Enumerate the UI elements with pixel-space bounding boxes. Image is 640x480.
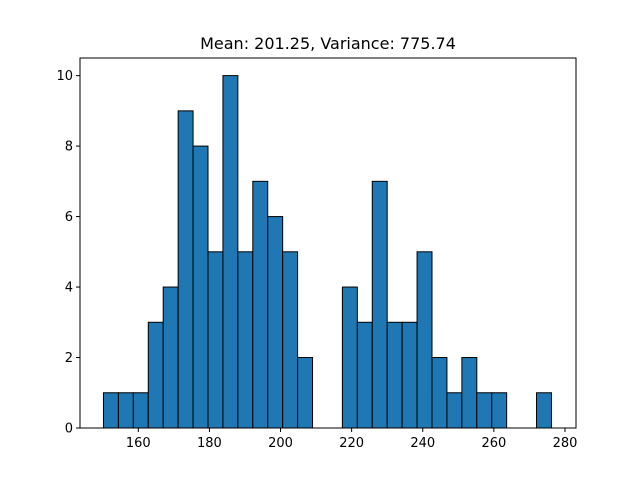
x-tick-label: 240: [410, 436, 435, 451]
bars-group: [102, 75, 552, 429]
histogram-bar: [252, 180, 269, 429]
y-tick-label: 4: [65, 281, 73, 296]
x-tick-label: 180: [197, 436, 222, 451]
x-tick-label: 160: [126, 436, 151, 451]
histogram-bar: [371, 180, 388, 429]
histogram-bar: [491, 392, 508, 429]
histogram-bar: [536, 392, 552, 429]
histogram-bar: [401, 321, 418, 429]
histogram-bar: [431, 357, 448, 429]
histogram-bar: [177, 110, 194, 429]
histogram-bar: [297, 357, 314, 429]
histogram-bar: [147, 321, 164, 429]
x-axis-ticks: 160 180 200 220 240 260 280: [126, 428, 577, 451]
y-tick-label: 10: [56, 69, 73, 84]
histogram-bar: [207, 251, 224, 429]
histogram-bar: [461, 357, 478, 429]
y-tick-label: 2: [65, 351, 73, 366]
histogram-bar: [237, 251, 254, 429]
plot-frame: [79, 57, 577, 429]
histogram-bar: [341, 286, 358, 429]
y-axis-ticks: 0 2 4 6 8 10: [56, 69, 80, 437]
y-tick-label: 8: [65, 140, 73, 155]
histogram-bar: [102, 392, 119, 429]
histogram-bar: [356, 321, 373, 429]
histogram-bar: [192, 145, 209, 429]
histogram-bar: [222, 75, 239, 429]
y-tick-label: 0: [65, 422, 73, 437]
y-tick-label: 6: [65, 210, 73, 225]
histogram-bar: [132, 392, 149, 429]
histogram-bar: [117, 392, 134, 429]
histogram-bar: [416, 251, 433, 429]
histogram-bar: [282, 251, 299, 429]
x-tick-label: 280: [553, 436, 578, 451]
x-tick-label: 260: [481, 436, 506, 451]
histogram-bar: [476, 392, 493, 429]
histogram-bar: [267, 216, 284, 429]
chart-title: Mean: 201.25, Variance: 775.74: [200, 34, 456, 53]
x-tick-label: 220: [339, 436, 364, 451]
x-tick-label: 200: [268, 436, 293, 451]
histogram-bar: [386, 321, 403, 429]
histogram-bar: [162, 286, 179, 429]
histogram-bar: [446, 392, 463, 429]
